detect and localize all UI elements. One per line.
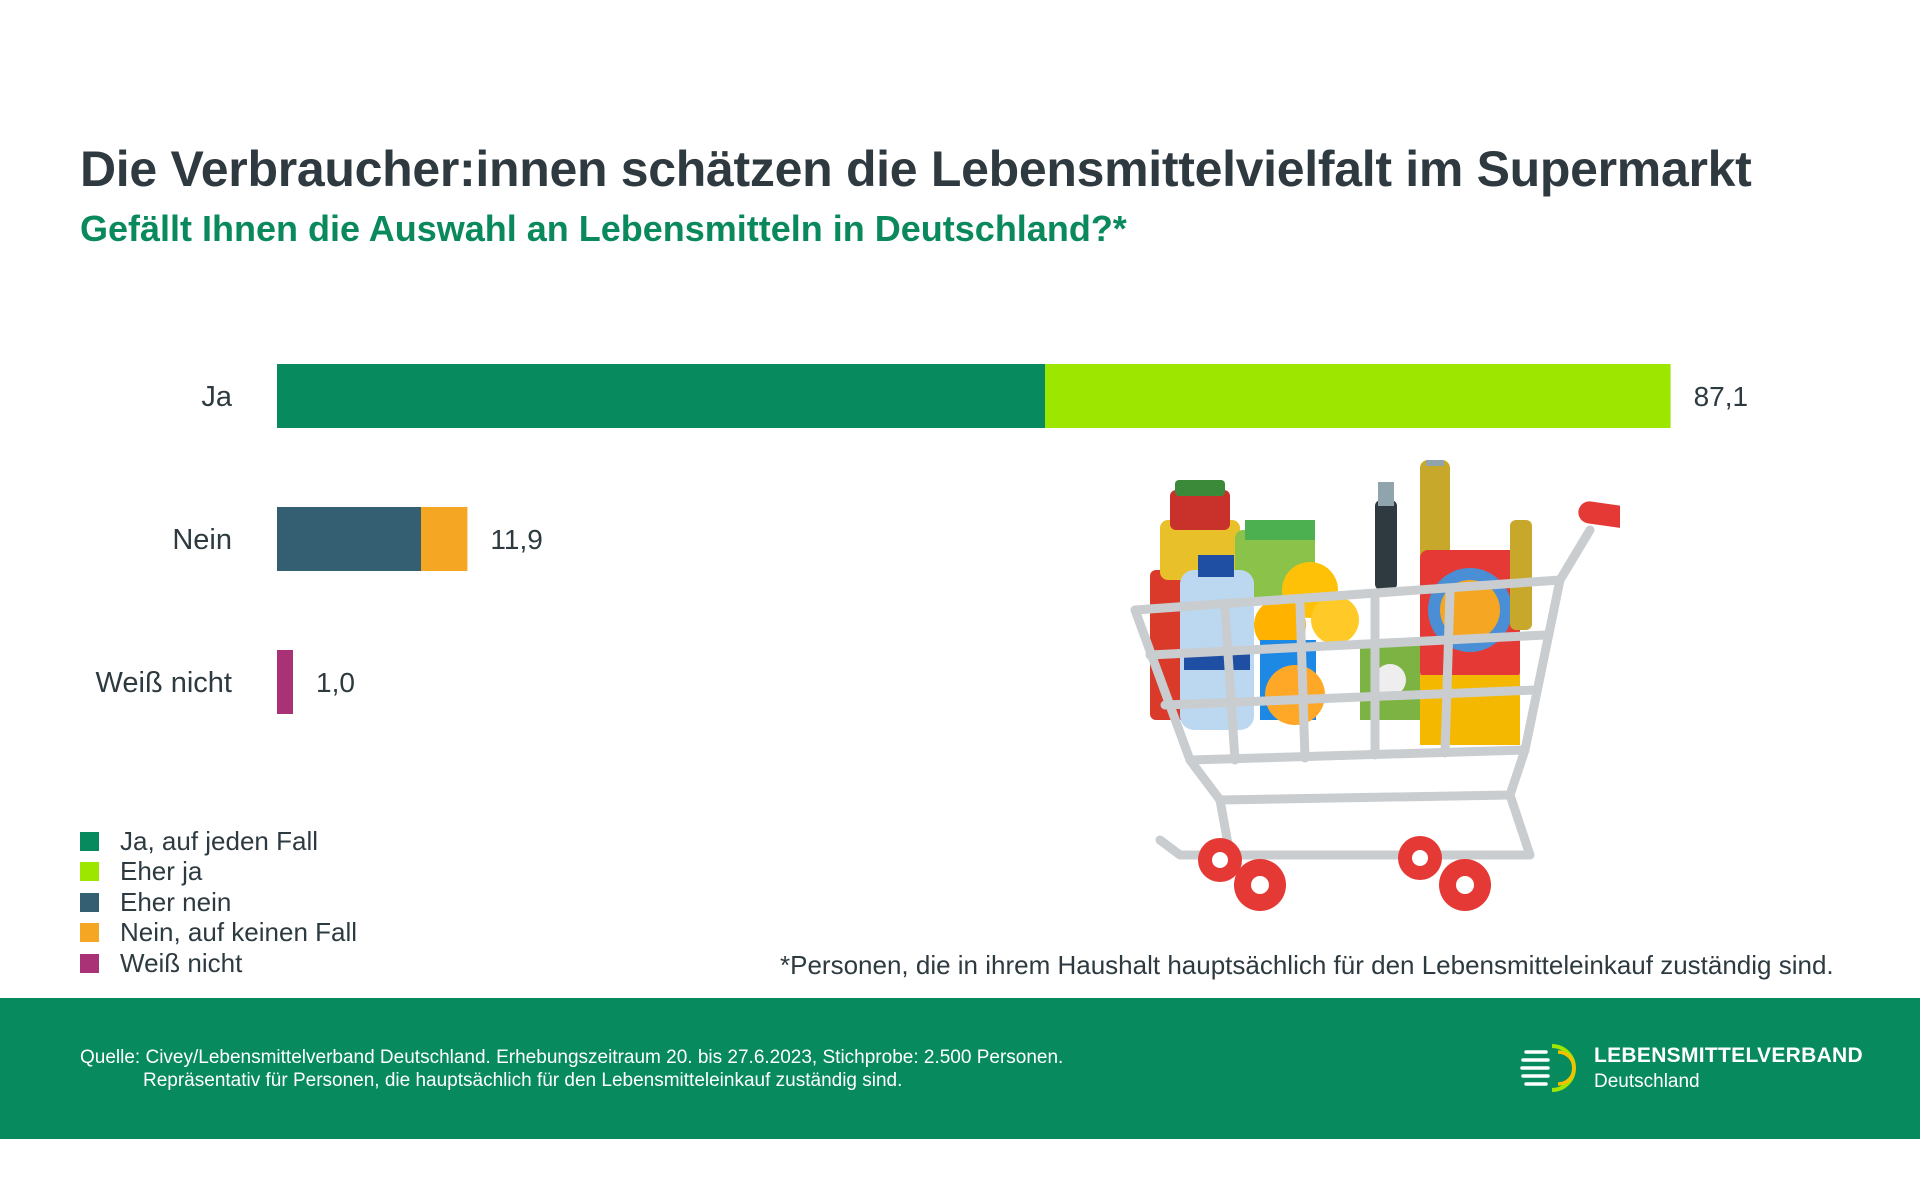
cart-wheels: [1198, 836, 1491, 911]
data-label-nein: 11,9: [490, 524, 542, 555]
data-label-ja: 87,1: [1694, 381, 1749, 412]
chart-legend: Ja, auf jeden Fall Eher ja Eher nein Nein, …: [80, 826, 357, 979]
footer-bar: Quelle: Civey/Lebensmittelverband Deutsc…: [0, 998, 1920, 1139]
brand-name: LEBENSMITTELVERBAND: [1594, 1043, 1863, 1067]
legend-swatch: [80, 923, 99, 943]
legend-swatch: [80, 831, 99, 851]
page-title: Die Verbraucher:innen schätzen die Leben…: [80, 141, 1752, 197]
chart-footnote: *Personen, die in ihrem Haushalt hauptsä…: [780, 950, 1834, 980]
bar-ja-ja-auf-jeden-fall: [277, 364, 1045, 428]
legend-item-eher-nein: Eher nein: [80, 887, 357, 918]
source-line-2: Repräsentativ für Personen, die hauptsäc…: [143, 1070, 903, 1091]
legend-label: Eher nein: [120, 886, 232, 917]
category-label-wei-nicht: Weiß nicht: [96, 667, 232, 699]
bar-wei-nicht-wei-nicht: [277, 650, 293, 714]
bar-nein-eher-nein: [277, 507, 421, 571]
legend-item-eher-ja: Eher ja: [80, 856, 357, 888]
bar-nein-nein-auf-keinen-fall: [421, 507, 468, 571]
brand-logo-icon: [1520, 1044, 1576, 1092]
shopping-cart-illustration: [1130, 460, 1620, 911]
brand-subtitle: Deutschland: [1594, 1070, 1700, 1092]
category-label-ja: Ja: [201, 381, 233, 413]
legend-swatch: [80, 862, 99, 882]
legend-label: Ja, auf jeden Fall: [120, 825, 319, 856]
legend-label: Weiß nicht: [120, 947, 243, 978]
cart-basket: [1130, 525, 1595, 860]
data-label-wei-nicht: 1,0: [316, 667, 355, 698]
legend-item-ja-auf-jeden-fall: Ja, auf jeden Fall: [80, 826, 357, 857]
cart-handle: [1578, 501, 1620, 533]
legend-label: Nein, auf keinen Fall: [120, 917, 358, 948]
legend-item-wei-nicht: Weiß nicht: [80, 948, 357, 979]
chart-subtitle: Gefällt Ihnen die Auswahl an Lebensmitte…: [80, 208, 1127, 249]
category-label-nein: Nein: [172, 524, 232, 556]
source-line-1: Quelle: Civey/Lebensmittelverband Deutsc…: [80, 1047, 1064, 1068]
bar-ja-eher-ja: [1045, 364, 1671, 428]
source-note: Quelle: Civey/Lebensmittelverband Deutsc…: [80, 1046, 1063, 1092]
legend-swatch: [80, 953, 99, 973]
legend-label: Eher ja: [120, 856, 203, 887]
brand-logo: LEBENSMITTELVERBAND Deutschland: [1520, 1038, 1863, 1098]
stacked-bar-chart: Ja 87,1 Nein 11,9 Weiß nicht 1,0: [96, 364, 1749, 714]
legend-item-nein-auf-keinen-fall: Nein, auf keinen Fall: [80, 917, 358, 949]
legend-swatch: [80, 892, 99, 912]
